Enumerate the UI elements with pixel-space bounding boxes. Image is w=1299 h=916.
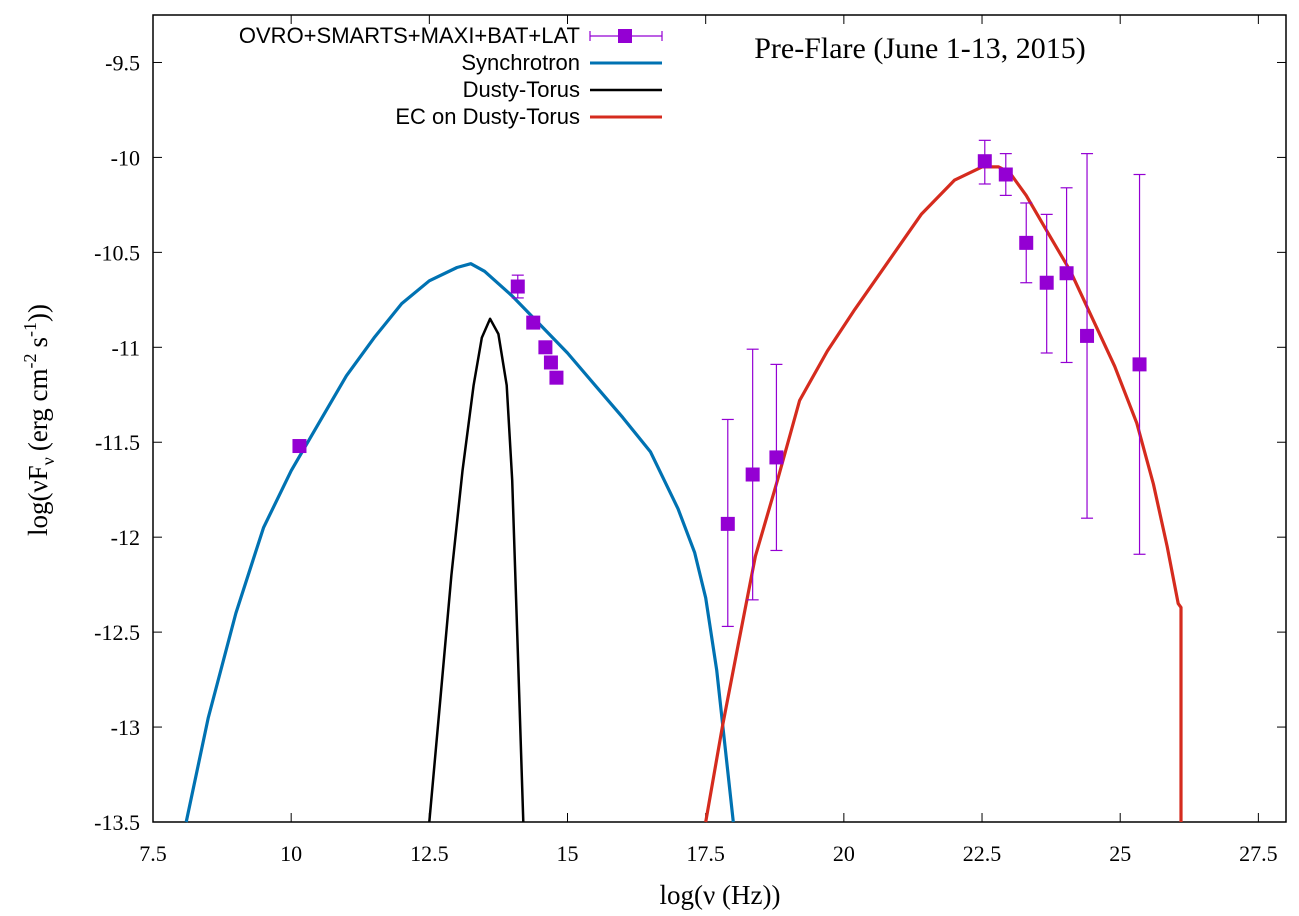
data-point-marker bbox=[538, 340, 553, 355]
data-point-marker bbox=[292, 439, 307, 454]
y-axis-label-exp2: -1 bbox=[20, 322, 40, 337]
ec-dusty-torus-curve bbox=[704, 165, 1183, 823]
y-axis-label-s: s bbox=[23, 337, 53, 348]
data-point-marker bbox=[510, 279, 525, 294]
x-tick-label: 27.5 bbox=[1239, 841, 1278, 866]
y-axis-label-sub: ν bbox=[38, 457, 58, 465]
x-tick-label: 22.5 bbox=[963, 841, 1002, 866]
x-tick-label: 17.5 bbox=[686, 841, 725, 866]
data-point-marker bbox=[745, 467, 760, 482]
x-tick-label: 20 bbox=[833, 841, 855, 866]
data-point-marker bbox=[769, 450, 784, 465]
x-tick-label: 15 bbox=[557, 841, 579, 866]
data-point-marker bbox=[1132, 357, 1147, 372]
y-axis-label-close: )) bbox=[23, 304, 53, 322]
plot-frame bbox=[152, 14, 1287, 823]
legend-label-dusty-torus: Dusty-Torus bbox=[463, 77, 580, 102]
x-tick-label: 12.5 bbox=[410, 841, 449, 866]
y-tick-label: -10.5 bbox=[94, 240, 140, 265]
y-axis-label: log(νFν (erg cm-2 s-1)) bbox=[20, 304, 58, 536]
x-tick-labels: 7.5 10 12.5 15 17.5 20 22.5 25 27.5 bbox=[139, 841, 1277, 866]
data-point-marker bbox=[720, 516, 735, 531]
data-point-marker bbox=[998, 167, 1013, 182]
y-axis-label-main: log(νF bbox=[23, 465, 53, 536]
y-tick-label: -13 bbox=[111, 715, 140, 740]
y-tick-label: -11.5 bbox=[95, 430, 140, 455]
y-tick-labels: -13.5 -13 -12.5 -12 -11.5 -11 -10.5 -10 -9.5 bbox=[94, 50, 140, 835]
legend-label-data: OVRO+SMARTS+MAXI+BAT+LAT bbox=[239, 23, 580, 48]
data-point-marker bbox=[1059, 266, 1074, 281]
axis-ticks bbox=[152, 15, 1286, 823]
y-tick-label: -12.5 bbox=[94, 620, 140, 645]
data-point-marker bbox=[977, 154, 992, 169]
legend-sample-data-marker bbox=[618, 29, 632, 43]
chart-title: Pre-Flare (June 1-13, 2015) bbox=[754, 32, 1086, 65]
data-point-marker bbox=[1080, 328, 1095, 343]
legend-label-ec: EC on Dusty-Torus bbox=[395, 104, 580, 129]
data-point-marker bbox=[1019, 235, 1034, 250]
data-point-marker bbox=[526, 315, 541, 330]
y-tick-label: -13.5 bbox=[94, 810, 140, 835]
data-point-marker bbox=[543, 355, 558, 370]
legend: OVRO+SMARTS+MAXI+BAT+LAT Synchrotron Dus… bbox=[239, 23, 663, 129]
y-tick-label: -9.5 bbox=[105, 50, 140, 75]
legend-label-synchrotron: Synchrotron bbox=[461, 50, 580, 75]
y-axis-label-exp1: -2 bbox=[20, 353, 40, 368]
y-tick-label: -10 bbox=[111, 145, 140, 170]
y-axis-label-units: (erg cm bbox=[23, 368, 53, 451]
y-tick-label: -12 bbox=[111, 525, 140, 550]
x-axis-label: log(ν (Hz)) bbox=[660, 880, 781, 910]
data-points bbox=[292, 139, 1147, 628]
x-tick-label: 25 bbox=[1109, 841, 1131, 866]
model-curves bbox=[184, 165, 1183, 823]
dusty-torus-curve bbox=[428, 317, 525, 823]
data-point-marker bbox=[1039, 275, 1054, 290]
data-point-marker bbox=[549, 370, 564, 385]
y-tick-label: -11 bbox=[111, 335, 140, 360]
x-tick-label: 7.5 bbox=[139, 841, 167, 866]
synchrotron-curve bbox=[184, 262, 735, 823]
x-tick-label: 10 bbox=[280, 841, 302, 866]
